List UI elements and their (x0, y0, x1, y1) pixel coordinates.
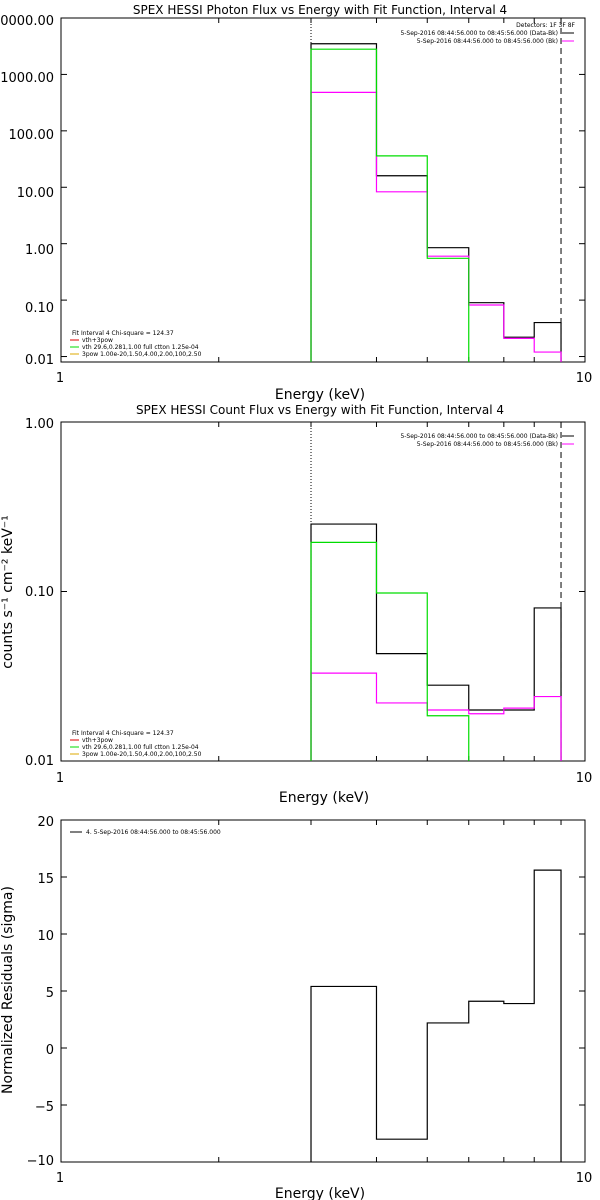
x-tick-label: 10 (576, 371, 593, 386)
plot-marks (61, 819, 585, 1163)
y-tick-label: 0 (46, 1043, 54, 1058)
data-series-step-line (310, 523, 562, 761)
y-tick-label: 0.01 (25, 353, 54, 368)
fit-legend-entry: vth+3pow (82, 737, 113, 744)
time-legend-entry: 5-Sep-2016 08:44:56.000 to 08:45:56.000 … (417, 38, 558, 45)
y-tick-label: 0.10 (25, 301, 54, 316)
panel-title: SPEX HESSI Photon Flux vs Energy with Fi… (133, 3, 507, 17)
data-series-step-line (310, 48, 470, 362)
y-tick-label: 0000.00 (0, 14, 54, 29)
y-tick-label: 20 (37, 815, 54, 830)
fit-legend-entry: Fit Interval 4 Chi-square = 124.37 (72, 730, 174, 737)
x-axis-label: Energy (keV) (279, 790, 369, 806)
y-tick-label: −5 (35, 1100, 54, 1115)
panel-residuals: Energy (keV) 1 10 20 15 10 5 0 −5 −10 No… (0, 815, 592, 1200)
fit-legend-entry: vth 29.6,0.281,1.00 full ctton 1.25e-04 (82, 744, 199, 751)
data-series-step-line (310, 672, 562, 761)
y-axis-label: Normalized Residuals (sigma) (0, 886, 16, 1094)
y-tick-label: 10 (37, 929, 54, 944)
y-tick-label: 5 (46, 986, 54, 1001)
data-series-step-line (310, 541, 470, 761)
data-series-step-line (310, 869, 562, 1162)
y-tick-label: 1000.00 (0, 71, 54, 86)
x-tick-label: 10 (576, 1171, 593, 1186)
y-tick-label: −10 (27, 1154, 54, 1169)
x-tick-label: 1 (56, 1171, 64, 1186)
time-legend-entry: 5-Sep-2016 08:44:56.000 to 08:45:56.000 … (400, 433, 558, 440)
x-axis-label: Energy (keV) (275, 387, 365, 403)
fit-legend-entry: Fit Interval 4 Chi-square = 124.37 (72, 330, 174, 337)
plot-marks (61, 421, 585, 762)
y-tick-label: 100.00 (9, 128, 55, 143)
time-legend-entry: 5-Sep-2016 08:44:56.000 to 08:45:56.000 … (400, 30, 558, 37)
detectors-label: Detectors: 1F 3F 8F (516, 22, 575, 29)
y-tick-label: 10.00 (17, 186, 54, 201)
y-tick-label: 0.10 (25, 585, 54, 600)
fit-legend-entry: 3pow 1.00e-20,1.50,4.00,2.00,100,2.50 (82, 751, 202, 758)
plot-frame (60, 17, 586, 363)
plot-marks (61, 17, 585, 362)
x-tick-label: 1 (56, 371, 64, 386)
y-tick-label: 0.01 (25, 754, 54, 769)
panel-title: SPEX HESSI Count Flux vs Energy with Fit… (136, 403, 504, 417)
y-tick-label: 1.00 (25, 243, 54, 258)
panel-count-flux: SPEX HESSI Count Flux vs Energy with Fit… (0, 403, 592, 806)
time-legend-entry: 5-Sep-2016 08:44:56.000 to 08:45:56.000 … (417, 441, 558, 448)
fit-legend-entry: vth 29.6,0.281,1.00 full ctton 1.25e-04 (82, 344, 199, 351)
panel-photon-flux: SPEX HESSI Photon Flux vs Energy with Fi… (0, 3, 592, 403)
y-axis-label: counts s⁻¹ cm⁻² keV⁻¹ (0, 515, 16, 669)
fit-legend-entry: 3pow 1.00e-20,1.50,4.00,2.00,100,2.50 (82, 351, 202, 358)
y-tick-label: 15 (37, 872, 54, 887)
x-axis-label: Energy (keV) (275, 1186, 365, 1200)
x-tick-label: 1 (56, 771, 64, 786)
fit-legend-entry: vth+3pow (82, 337, 113, 344)
time-legend-entry: 4. 5-Sep-2016 08:44:56.000 to 08:45:56.0… (86, 829, 221, 836)
y-tick-label: 1.00 (25, 417, 54, 432)
x-tick-label: 10 (576, 771, 593, 786)
